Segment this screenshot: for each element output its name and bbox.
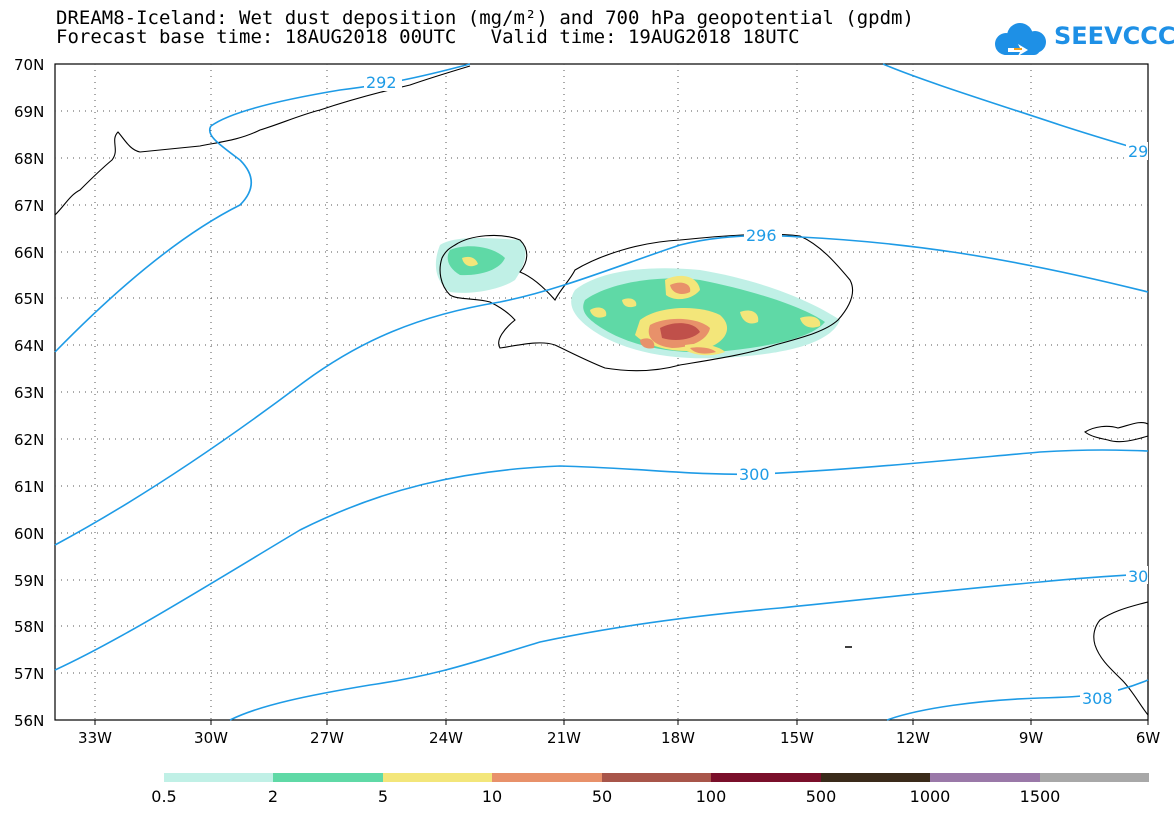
lat-label-56n: 56N <box>14 712 45 730</box>
lon-label-30w: 30W <box>194 729 228 747</box>
deposition-area-west-2 <box>622 298 637 308</box>
map-subtitle: Forecast base time: 18AUG2018 00UTC Vali… <box>56 26 800 48</box>
contour-292-loop <box>54 125 253 353</box>
deposition-area-southeast <box>800 316 821 328</box>
legend-label: 50 <box>591 787 613 806</box>
legend-label: 2 <box>267 787 279 806</box>
lat-label-58n: 58N <box>14 618 45 636</box>
legend-label: 1500 <box>1019 787 1061 806</box>
lon-label-15w: 15W <box>780 729 814 747</box>
contour-label-292-east: 29 <box>1128 142 1148 161</box>
legend-swatch <box>1039 773 1149 782</box>
lat-label-69n: 69N <box>14 103 45 121</box>
legend-label: 100 <box>695 787 727 806</box>
deposition-area-central-5 <box>660 323 700 340</box>
legend-swatch <box>273 773 383 782</box>
lon-label-9w: 9W <box>1018 729 1044 747</box>
greenland-coastline <box>54 65 471 216</box>
lat-label-59n: 59N <box>14 572 45 590</box>
coastlines <box>54 65 1149 717</box>
contour-label-300: 300 <box>739 465 770 484</box>
lon-label-33w: 33W <box>78 729 112 747</box>
lat-label-66n: 66N <box>14 244 45 262</box>
map-title: DREAM8-Iceland: Wet dust deposition (mg/… <box>56 7 914 29</box>
deposition-area-north-2 <box>670 282 691 294</box>
legend-swatch <box>930 773 1040 782</box>
legend-colorbar <box>164 773 1149 782</box>
contour-label-group: 292 296 300 30 308 29 <box>364 73 1148 708</box>
deposition-area-westfjords-2 <box>447 246 505 276</box>
contour-304 <box>229 573 1149 721</box>
lat-label-64n: 64N <box>14 337 45 355</box>
dust-deposition-field <box>435 237 840 359</box>
graticule <box>55 64 1148 720</box>
legend-swatch <box>492 773 602 782</box>
lat-label-62n: 62N <box>14 431 45 449</box>
lat-label-65n: 65N <box>14 290 45 308</box>
contour-label-304: 30 <box>1128 567 1148 586</box>
contour-label-292: 292 <box>366 73 397 92</box>
legend-swatch <box>164 773 274 782</box>
lat-label-57n: 57N <box>14 665 45 683</box>
contour-label-308: 308 <box>1082 689 1113 708</box>
contour-296 <box>54 234 1149 546</box>
deposition-area-west <box>590 307 607 318</box>
logo-text: SEEVCCC <box>1054 22 1175 50</box>
lon-label-18w: 18W <box>661 729 695 747</box>
faroe-coastline <box>1084 421 1149 443</box>
deposition-area-east <box>740 310 759 324</box>
legend-swatch <box>601 773 712 782</box>
deposition-area-west-3 <box>640 338 655 349</box>
scotland-coastline <box>1093 601 1149 717</box>
legend-swatch <box>820 773 931 782</box>
lon-label-21w: 21W <box>547 729 581 747</box>
legend-label: 5 <box>377 787 389 806</box>
deposition-area-south-2 <box>690 347 716 354</box>
cloud-icon <box>995 23 1046 56</box>
contour-292-east <box>882 63 1149 153</box>
legend-label: 500 <box>805 787 837 806</box>
lon-label-6w: 6W <box>1135 729 1161 747</box>
legend-label: 10 <box>481 787 503 806</box>
contour-label-296: 296 <box>746 226 777 245</box>
tick-marks <box>94 720 1149 725</box>
lat-label-70n: 70N <box>14 56 45 74</box>
legend-swatch <box>711 773 821 782</box>
lat-label-67n: 67N <box>14 197 45 215</box>
contour-300 <box>54 449 1149 671</box>
lat-label-68n: 68N <box>14 150 45 168</box>
lat-label-60n: 60N <box>14 525 45 543</box>
legend-label: 0.5 <box>151 787 177 806</box>
legend-swatch <box>382 773 493 782</box>
legend-label: 1000 <box>909 787 951 806</box>
geopotential-contours <box>54 63 1149 721</box>
lon-label-27w: 27W <box>310 729 344 747</box>
lon-label-24w: 24W <box>429 729 463 747</box>
lat-label-63n: 63N <box>14 384 45 402</box>
lon-label-12w: 12W <box>896 729 930 747</box>
lat-label-61n: 61N <box>14 478 45 496</box>
deposition-area-westfjords-3 <box>462 256 478 267</box>
contour-292 <box>210 63 471 127</box>
